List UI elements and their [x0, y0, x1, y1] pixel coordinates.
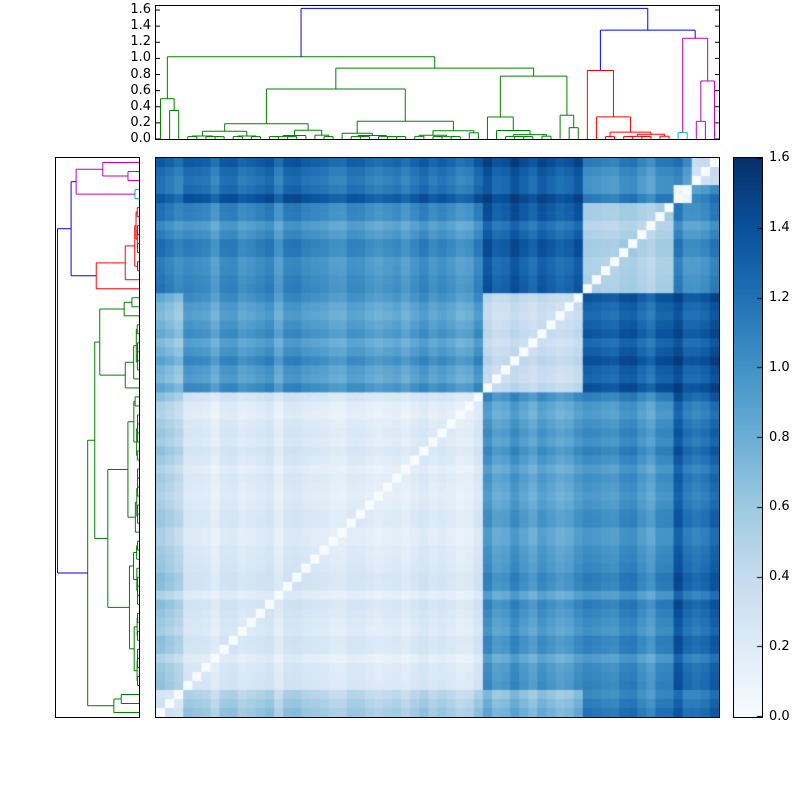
- left-dendrogram: [57, 162, 139, 713]
- colorbar-tick-label: 1.2: [769, 290, 790, 305]
- colorbar-tick-label: 0.4: [769, 569, 790, 584]
- colorbar-tick-label: 1.6: [769, 150, 790, 165]
- top-axis-tick-label: 0.0: [130, 131, 151, 146]
- top-axis-tick-label: 0.6: [130, 83, 151, 98]
- left-dendrogram-panel: [55, 157, 140, 718]
- top-axis-tick-label: 1.2: [130, 34, 151, 49]
- colorbar-tick-label: 1.0: [769, 360, 790, 375]
- top-axis-tick-label: 1.6: [130, 2, 151, 17]
- heatmap-panel: [155, 157, 720, 718]
- colorbar-tick-label: 0.8: [769, 430, 790, 445]
- colorbar-panel: [733, 157, 763, 718]
- colorbar-tick-label: 0.6: [769, 499, 790, 514]
- colorbar: [734, 158, 762, 717]
- top-dendrogram-panel: [155, 5, 720, 140]
- top-axis-tick-label: 0.2: [130, 115, 151, 130]
- top-axis-tick-label: 0.4: [130, 99, 151, 114]
- top-axis-tick-label: 0.8: [130, 67, 151, 82]
- distance-matrix-heatmap: [156, 158, 719, 717]
- colorbar-tick-label: 0.0: [769, 709, 790, 724]
- top-axis-tick-label: 1.0: [130, 50, 151, 65]
- colorbar-tick-label: 0.2: [769, 639, 790, 654]
- top-dendrogram: [156, 7, 719, 139]
- colorbar-tick-label: 1.4: [769, 220, 790, 235]
- top-axis-tick-label: 1.4: [130, 18, 151, 33]
